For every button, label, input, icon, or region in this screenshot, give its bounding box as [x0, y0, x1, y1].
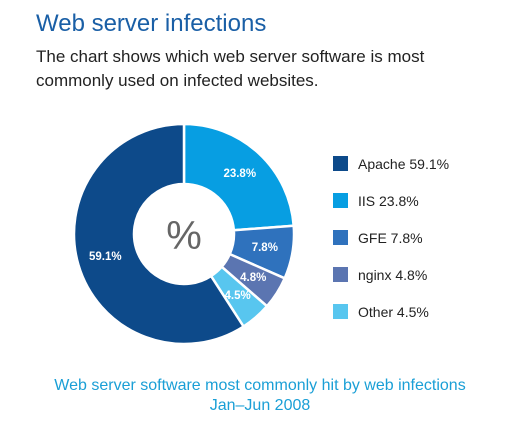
- legend-item-other: Other 4.5%: [333, 300, 449, 323]
- legend-item-apache: Apache 59.1%: [333, 152, 449, 175]
- legend-swatch-nginx: [333, 267, 348, 282]
- legend-label-other: Other 4.5%: [358, 303, 429, 320]
- legend-item-iis: IIS 23.8%: [333, 189, 449, 212]
- legend-swatch-other: [333, 304, 348, 319]
- center-percent-label: %: [166, 214, 202, 258]
- caption-line-2: Jan–Jun 2008: [209, 397, 311, 414]
- legend-label-gfe: GFE 7.8%: [358, 229, 423, 246]
- slice-label-iis: 23.8%: [223, 168, 256, 180]
- slice-label-nginx: 4.8%: [240, 272, 266, 284]
- slice-label-gfe: 7.8%: [252, 242, 278, 254]
- chart-legend: Apache 59.1% IIS 23.8% GFE 7.8% nginx 4.8% O…: [333, 152, 449, 337]
- slice-iis: [182, 122, 295, 232]
- legend-label-apache: Apache 59.1%: [358, 155, 450, 172]
- legend-swatch-gfe: [333, 230, 348, 245]
- legend-label-nginx: nginx 4.8%: [358, 266, 428, 283]
- legend-label-iis: IIS 23.8%: [358, 192, 419, 209]
- page-subtitle: The chart shows which web server softwar…: [36, 47, 425, 90]
- legend-item-gfe: GFE 7.8%: [333, 226, 449, 249]
- legend-swatch-apache: [333, 156, 348, 171]
- legend-swatch-iis: [333, 193, 348, 208]
- legend-item-nginx: nginx 4.8%: [333, 263, 449, 286]
- slice-label-other: 4.5%: [225, 290, 251, 302]
- caption-line-1: Web server software most commonly hit by…: [54, 377, 466, 394]
- page-title: Web server infections: [36, 10, 267, 37]
- slice-label-apache: 59.1%: [89, 251, 122, 263]
- chart-caption: Web server software most commonly hit by…: [0, 376, 520, 416]
- slice-apache: [72, 122, 245, 346]
